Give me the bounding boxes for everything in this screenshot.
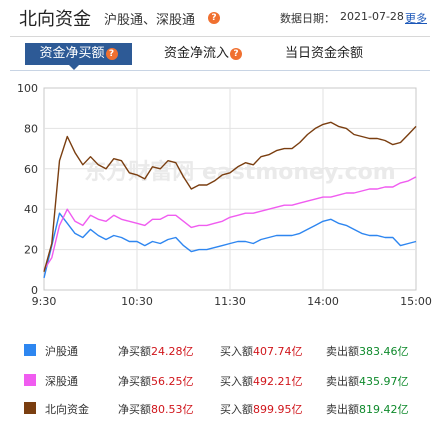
x-tick-label: 9:30 (32, 295, 57, 308)
help-icon[interactable]: ? (230, 47, 243, 60)
sell-value: 435.97亿 (359, 375, 409, 388)
more-link[interactable]: 更多 (405, 12, 427, 25)
legend-name: 沪股通 (45, 345, 78, 358)
legend-swatch-sz (24, 374, 36, 386)
page-title: 北向资金 (19, 9, 91, 30)
net-buy-label: 净买额24.28亿 (118, 343, 194, 359)
buy-label-text: 买入额 (220, 403, 253, 416)
tab-net-buy[interactable]: 资金净买额? (25, 43, 132, 65)
net-buy-value: 80.53亿 (151, 403, 194, 416)
sell-label: 卖出额819.42亿 (326, 401, 409, 417)
y-tick-label: 20 (24, 244, 38, 257)
tab-daily-balance-label: 当日资金余额 (285, 46, 364, 61)
sell-label: 卖出额435.97亿 (326, 373, 409, 389)
net-buy-label-text: 净买额 (118, 345, 151, 358)
buy-label-text: 买入额 (220, 345, 253, 358)
buy-label-text: 买入额 (220, 375, 253, 388)
chart-svg: 0 20 40 60 80 100 9:30 10:30 11:30 14:00 15:00 东方财富… (17, 82, 432, 308)
x-tick-label: 15:00 (400, 295, 432, 308)
help-icon[interactable]: ? (208, 12, 220, 24)
buy-label: 买入额492.21亿 (220, 373, 303, 389)
legend-name: 北向资金 (45, 403, 89, 416)
buy-value: 407.74亿 (253, 345, 303, 358)
sell-label-text: 卖出额 (326, 345, 359, 358)
help-icon[interactable]: ? (105, 47, 118, 60)
y-tick-label: 60 (24, 163, 38, 176)
line-chart: 0 20 40 60 80 100 9:30 10:30 11:30 14:00 15:00 东方财富… (0, 72, 437, 324)
sell-label-text: 卖出额 (326, 403, 359, 416)
y-tick-label: 0 (31, 284, 38, 297)
sell-value: 383.46亿 (359, 345, 409, 358)
page-subtitle: 沪股通、深股通 ? (104, 9, 220, 28)
page-header: 北向资金 沪股通、深股通 ? 数据日期： 2021-07-28 更多 (0, 0, 437, 36)
buy-value: 899.95亿 (253, 403, 303, 416)
net-buy-label: 净买额56.25亿 (118, 373, 194, 389)
sell-label: 卖出额383.46亿 (326, 343, 409, 359)
y-tick-label: 100 (17, 82, 38, 95)
subtitle-text: 沪股通、深股通 (104, 13, 196, 28)
series-line-0 (43, 212, 417, 279)
legend-name: 深股通 (45, 375, 78, 388)
x-tick-label: 11:30 (214, 295, 246, 308)
x-tick-label: 10:30 (121, 295, 153, 308)
legend-row-sh: 沪股通 净买额24.28亿 买入额407.74亿 卖出额383.46亿 (0, 342, 437, 358)
y-tick-label: 40 (24, 203, 38, 216)
net-buy-label-text: 净买额 (118, 375, 151, 388)
buy-value: 492.21亿 (253, 375, 303, 388)
tab-net-buy-label: 资金净买额 (39, 46, 105, 61)
tab-net-inflow[interactable]: 资金净流入? (164, 43, 243, 65)
x-tick-label: 14:00 (307, 295, 339, 308)
net-buy-value: 56.25亿 (151, 375, 194, 388)
tab-bar: 资金净买额? 资金净流入? 当日资金余额 (0, 43, 437, 70)
net-buy-label-text: 净买额 (118, 403, 151, 416)
sell-label-text: 卖出额 (326, 375, 359, 388)
tab-divider (10, 70, 430, 71)
chart-watermark: 东方财富网 eastmoney.com (84, 159, 395, 185)
series-line-2 (43, 121, 417, 272)
buy-label: 买入额407.74亿 (220, 343, 303, 359)
tab-daily-balance[interactable]: 当日资金余额 (285, 43, 363, 65)
legend-row-sz: 深股通 净买额56.25亿 买入额492.21亿 卖出额435.97亿 (0, 372, 437, 388)
legend-row-north: 北向资金 净买额80.53亿 买入额899.95亿 卖出额819.42亿 (0, 400, 437, 416)
date-value: 2021-07-28 (340, 10, 404, 23)
legend-swatch-sh (24, 344, 36, 356)
header-divider (10, 36, 430, 37)
legend-swatch-north (24, 402, 36, 414)
sell-value: 819.42亿 (359, 403, 409, 416)
buy-label: 买入额899.95亿 (220, 401, 303, 417)
net-buy-label: 净买额80.53亿 (118, 401, 194, 417)
y-tick-label: 80 (24, 122, 38, 135)
active-tab-pointer (69, 65, 79, 70)
series-line-1 (43, 176, 417, 271)
net-buy-value: 24.28亿 (151, 345, 194, 358)
tab-net-inflow-label: 资金净流入 (164, 46, 230, 61)
date-label: 数据日期： (280, 12, 335, 25)
